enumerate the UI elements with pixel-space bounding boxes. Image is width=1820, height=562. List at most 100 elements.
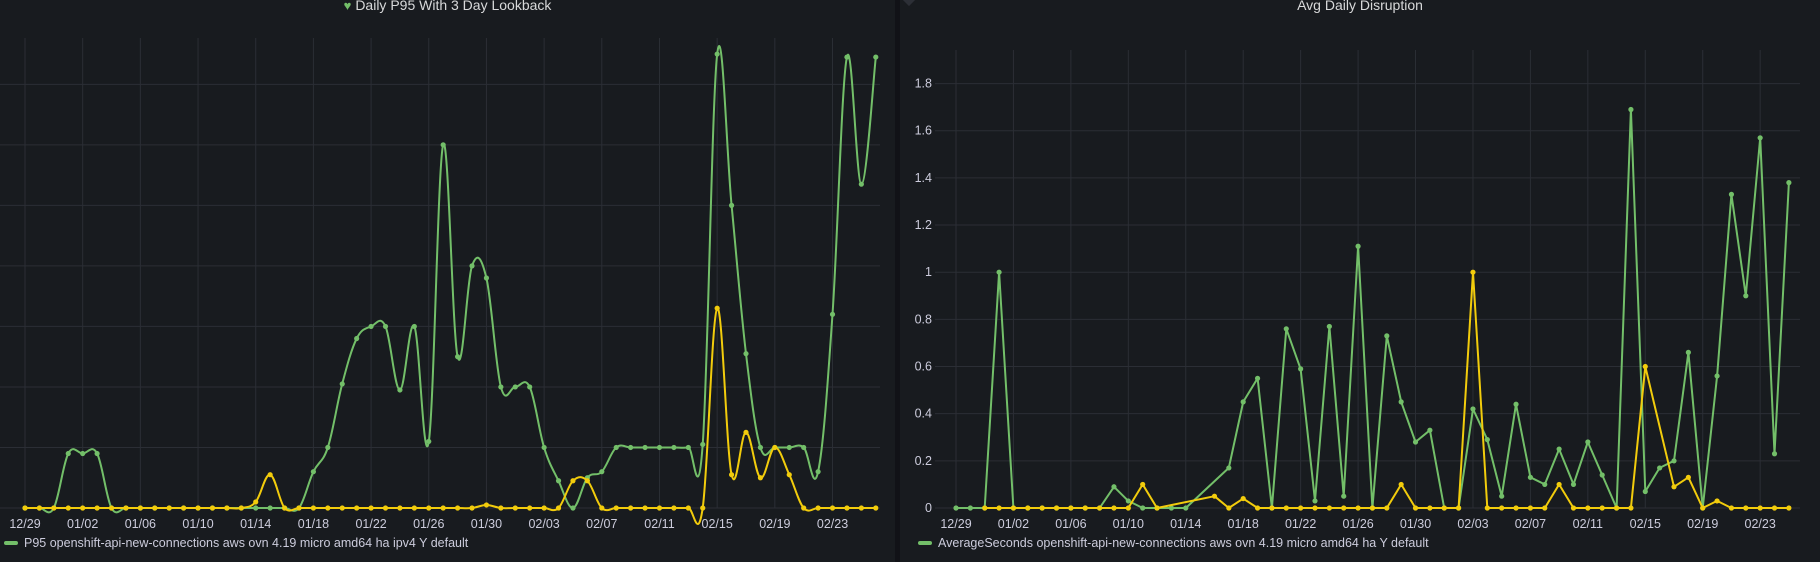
disruption-data-point[interactable] <box>1685 349 1691 355</box>
p95-data-point[interactable] <box>844 54 850 60</box>
p95-data-point[interactable] <box>166 505 172 511</box>
disruption-data-point[interactable] <box>967 505 973 511</box>
disruption-data-point[interactable] <box>1527 474 1533 480</box>
disruption-data-point[interactable] <box>1341 505 1347 511</box>
disruption-data-point[interactable] <box>1226 505 1232 511</box>
disruption-data-point[interactable] <box>1556 446 1562 452</box>
p95-data-point[interactable] <box>339 381 345 387</box>
disruption-data-point[interactable] <box>1168 505 1174 511</box>
p95-data-point[interactable] <box>829 311 836 317</box>
p95-panel-title[interactable]: ♥ Daily P95 With 3 Day Lookback <box>0 0 895 13</box>
disruption-data-point[interactable] <box>1412 439 1419 445</box>
p95-data-point[interactable] <box>714 305 720 311</box>
p95-data-point[interactable] <box>613 444 619 451</box>
disruption-data-point[interactable] <box>1097 505 1103 511</box>
disruption-data-point[interactable] <box>1183 505 1189 511</box>
disruption-data-point[interactable] <box>1585 439 1591 445</box>
p95-data-point[interactable] <box>397 505 403 511</box>
p95-data-point[interactable] <box>368 323 374 330</box>
disruption-data-point[interactable] <box>1628 505 1634 511</box>
disruption-data-point[interactable] <box>1053 505 1060 511</box>
p95-data-point[interactable] <box>685 505 691 511</box>
disruption-data-point[interactable] <box>1786 505 1792 511</box>
p95-data-point[interactable] <box>152 505 158 511</box>
p95-legend-item[interactable]: P95 openshift-api-new-connections aws ov… <box>4 536 468 550</box>
p95-data-point[interactable] <box>195 505 201 511</box>
disruption-data-point[interactable] <box>1082 505 1088 511</box>
disruption-data-point[interactable] <box>1657 465 1663 471</box>
disruption-data-point[interactable] <box>1771 505 1778 511</box>
p95-data-point[interactable] <box>108 505 115 511</box>
p95-data-point[interactable] <box>426 438 432 445</box>
p95-data-point[interactable] <box>51 505 57 511</box>
p95-data-point[interactable] <box>541 505 547 511</box>
disruption-data-point[interactable] <box>1470 406 1476 412</box>
p95-panel[interactable]: ♥ Daily P95 With 3 Day Lookback 12/29 01/0… <box>0 0 895 562</box>
p95-data-point[interactable] <box>656 505 663 511</box>
p95-data-point[interactable] <box>772 444 778 451</box>
disruption-data-point[interactable] <box>1728 505 1735 511</box>
p95-data-point[interactable] <box>397 387 403 393</box>
disruption-data-point[interactable] <box>1384 505 1390 511</box>
disruption-data-point[interactable] <box>1527 505 1533 511</box>
p95-data-point[interactable] <box>411 323 417 330</box>
p95-data-point[interactable] <box>65 450 71 457</box>
disruption-data-point[interactable] <box>1125 498 1131 504</box>
disruption-data-point[interactable] <box>1154 505 1160 511</box>
p95-data-point[interactable] <box>642 444 648 451</box>
disruption-data-point[interactable] <box>1714 373 1720 379</box>
p95-data-point[interactable] <box>671 444 677 451</box>
avg-disruption-panel-title[interactable]: Avg Daily Disruption <box>900 0 1820 13</box>
p95-data-point[interactable] <box>368 505 374 511</box>
p95-data-point[interactable] <box>267 472 273 478</box>
p95-data-point[interactable] <box>310 505 316 511</box>
p95-data-point[interactable] <box>498 505 504 511</box>
p95-data-point[interactable] <box>613 505 619 511</box>
disruption-data-point[interactable] <box>1254 505 1261 511</box>
disruption-series-yellow[interactable] <box>982 269 1792 511</box>
p95-data-point[interactable] <box>714 51 720 57</box>
p95-data-point[interactable] <box>555 505 562 511</box>
p95-data-point[interactable] <box>440 505 446 511</box>
avg-disruption-legend-item[interactable]: AverageSeconds openshift-api-new-connect… <box>918 536 1429 550</box>
disruption-data-point[interactable] <box>1398 481 1404 488</box>
p95-data-point[interactable] <box>512 384 518 390</box>
p95-data-point[interactable] <box>512 505 518 511</box>
p95-data-point[interactable] <box>685 444 691 451</box>
p95-data-point[interactable] <box>483 275 490 281</box>
disruption-data-point[interactable] <box>1599 472 1605 478</box>
p95-chart[interactable]: 12/29 01/02 01/06 01/10 01/14 01/18 01/22 01/26… <box>0 0 895 562</box>
p95-data-point[interactable] <box>181 505 187 511</box>
disruption-data-point[interactable] <box>1326 505 1332 511</box>
p95-data-point[interactable] <box>873 54 879 60</box>
p95-data-point[interactable] <box>281 505 288 511</box>
p95-data-point[interactable] <box>426 505 432 511</box>
disruption-data-point[interactable] <box>1111 484 1117 490</box>
disruption-data-point[interactable] <box>1125 505 1131 511</box>
disruption-data-point[interactable] <box>1786 180 1792 186</box>
p95-data-point[interactable] <box>844 505 850 511</box>
disruption-data-point[interactable] <box>1542 505 1548 511</box>
disruption-data-point[interactable] <box>1714 498 1720 504</box>
p95-data-point[interactable] <box>527 505 533 511</box>
disruption-data-point[interactable] <box>1484 505 1490 511</box>
disruption-data-point[interactable] <box>1743 505 1749 511</box>
disruption-data-point[interactable] <box>1412 505 1419 511</box>
p95-data-point[interactable] <box>455 354 461 360</box>
disruption-data-point[interactable] <box>1556 481 1562 488</box>
disruption-data-point[interactable] <box>996 505 1002 511</box>
disruption-data-point[interactable] <box>1613 505 1620 511</box>
disruption-data-point[interactable] <box>1039 505 1045 511</box>
p95-data-point[interactable] <box>94 450 100 457</box>
disruption-data-point[interactable] <box>1240 399 1246 405</box>
p95-data-point[interactable] <box>382 323 389 330</box>
p95-data-point[interactable] <box>137 505 143 511</box>
disruption-data-point[interactable] <box>1283 505 1289 511</box>
disruption-data-point[interactable] <box>1355 243 1361 249</box>
p95-data-point[interactable] <box>224 505 230 511</box>
p95-data-point[interactable] <box>642 505 648 511</box>
p95-data-point[interactable] <box>469 263 475 269</box>
p95-data-point[interactable] <box>728 202 735 208</box>
p95-data-point[interactable] <box>411 505 417 511</box>
disruption-data-point[interactable] <box>1513 505 1519 511</box>
